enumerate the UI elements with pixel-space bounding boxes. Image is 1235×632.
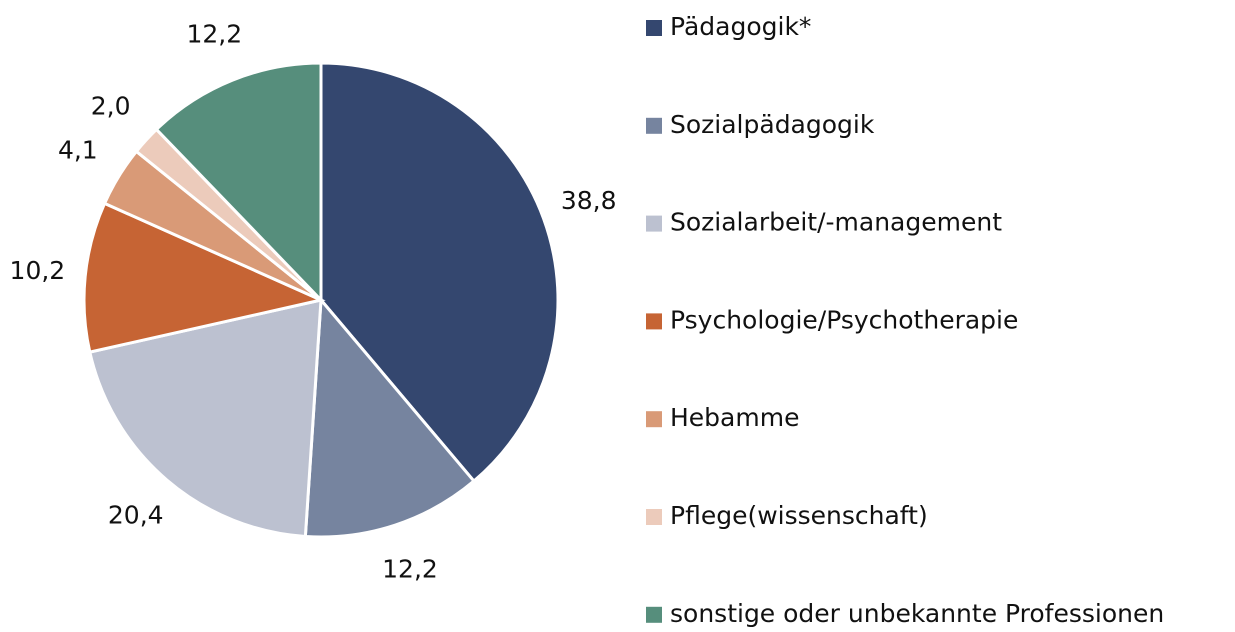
legend-label: Sozialarbeit/-management	[670, 208, 1002, 237]
legend-swatch	[646, 215, 662, 232]
data-label: 4,1	[58, 135, 98, 164]
legend-swatch	[646, 509, 662, 525]
data-label: 20,4	[108, 501, 164, 530]
legend-label: sonstige oder unbekannte Professionen	[670, 599, 1164, 628]
pie-slice	[319, 61, 560, 484]
data-label: 12,2	[186, 20, 242, 49]
legend-swatch	[646, 411, 662, 428]
legend-swatch	[646, 20, 662, 36]
legend-label: Pflege(wissenschaft)	[670, 501, 928, 530]
legend-label: Pädagogik*	[670, 12, 811, 41]
data-label: 2,0	[91, 92, 131, 121]
legend-label: Hebamme	[670, 403, 799, 432]
legend-label: Psychologie/Psychotherapie	[670, 305, 1018, 334]
legend-swatch	[646, 117, 662, 134]
legend-swatch	[646, 606, 662, 623]
data-label: 10,2	[10, 256, 66, 285]
legend-label: Sozialpädagogik	[670, 110, 875, 139]
legend-swatch	[646, 313, 662, 330]
pie-slice	[303, 296, 477, 539]
data-label: 12,2	[382, 555, 438, 584]
data-label: 38,8	[561, 186, 617, 215]
pie-slice	[82, 201, 326, 354]
pie-slice	[88, 298, 323, 539]
pie-slice	[154, 61, 323, 304]
